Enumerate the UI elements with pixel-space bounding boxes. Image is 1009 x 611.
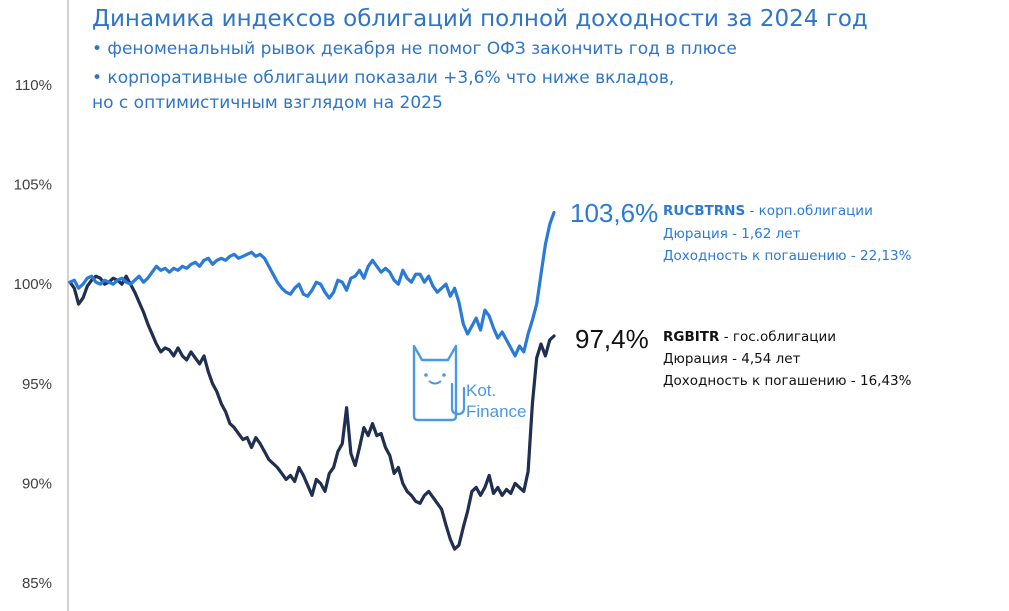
chart-subtitle-1: • феноменальный рывок декабря не помог О… xyxy=(92,39,737,59)
kot-finance-logo: Kot. Finance xyxy=(412,344,526,422)
end-value-label-rucbtrns: 103,6% xyxy=(570,198,658,228)
annotation-rucbtrns-yield: Доходность к погашению - 22,13% xyxy=(663,248,912,264)
annotation-rgbitr-title: RGBITR - гос.облигации xyxy=(663,329,836,345)
y-tick-label: 110% xyxy=(15,77,52,94)
logo-text-line2: Finance xyxy=(466,402,526,421)
annotation-rgbitr-sep: - xyxy=(719,329,732,345)
y-axis-ticks: 85% 90% 95% 100% 105% 110% xyxy=(14,77,52,592)
end-value-label-rgbitr: 97,4% xyxy=(575,324,649,354)
cat-eye-left-icon xyxy=(424,373,428,377)
y-tick-label: 105% xyxy=(14,177,52,194)
paperclip-icon xyxy=(450,382,466,416)
series-line-rgbitr xyxy=(68,274,556,551)
y-tick-label: 90% xyxy=(22,475,52,492)
cat-icon xyxy=(412,344,458,422)
series-line-rucbtrns xyxy=(68,210,556,358)
cat-mouth-icon xyxy=(428,380,442,385)
y-tick-label: 85% xyxy=(22,575,52,592)
chart-subtitle-2: • корпоративные облигации показали +3,6%… xyxy=(92,68,674,88)
y-tick-label: 100% xyxy=(14,276,52,293)
y-tick-label: 95% xyxy=(22,376,52,393)
annotation-rgbitr-duration: Дюрация - 4,54 лет xyxy=(663,351,801,367)
annotation-rgbitr-desc: гос.облигации xyxy=(733,329,836,345)
annotation-rgbitr-name: RGBITR xyxy=(663,329,720,345)
annotation-rucbtrns-name: RUCBTRNS xyxy=(663,203,745,219)
annotation-rgbitr-yield: Доходность к погашению - 16,43% xyxy=(663,373,912,389)
annotation-rucbtrns-desc: корп.облигации xyxy=(759,203,873,219)
annotation-rucbtrns-duration: Дюрация - 1,62 лет xyxy=(663,226,801,242)
logo-text-line1: Kot. xyxy=(466,381,496,400)
chart-title: Динамика индексов облигаций полной доход… xyxy=(92,6,868,32)
cat-eye-right-icon xyxy=(442,373,446,377)
annotation-rucbtrns-sep: - xyxy=(745,203,758,219)
annotation-rucbtrns-title: RUCBTRNS - корп.облигации xyxy=(663,203,873,219)
chart-subtitle-3: но с оптимистичным взглядом на 2025 xyxy=(92,93,443,113)
